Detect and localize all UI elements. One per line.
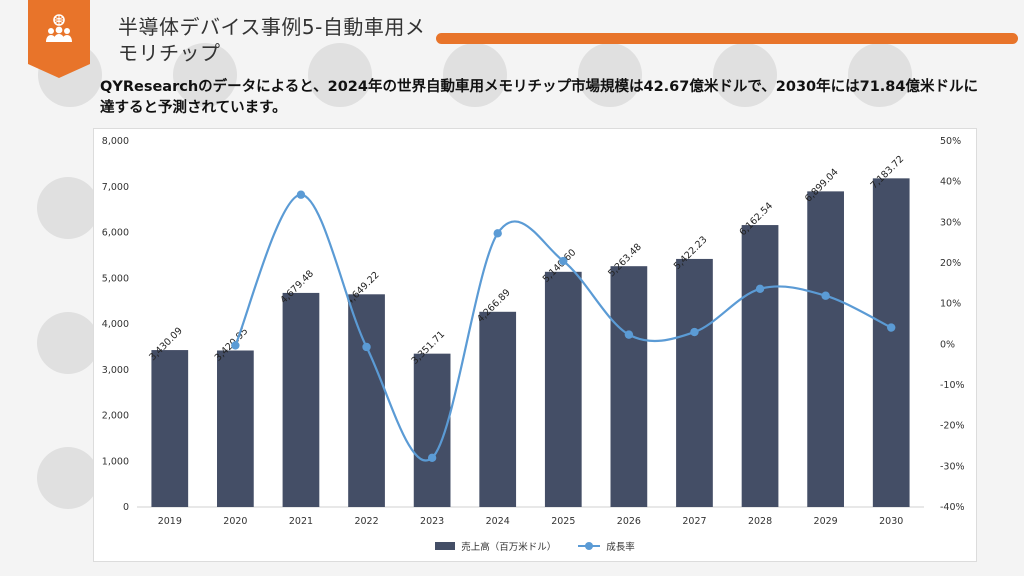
x-tick-label: 2028: [748, 516, 772, 527]
growth-point-2025: [559, 256, 568, 266]
y-left-tick-label: 8,000: [102, 136, 129, 147]
slide-description: QYResearchのデータによると、2024年の世界自動車用メモリチップ市場規…: [100, 79, 978, 116]
legend-label-growth: 成長率: [606, 542, 635, 553]
growth-point-2021: [296, 190, 306, 199]
chart-legend: 売上高（百万米ドル） 成長率: [94, 537, 976, 555]
y-left-tick-label: 5,000: [102, 273, 129, 284]
combo-chart: 0 1,000 2,000 3,000 4,000 5,000 6,000 7,000 8,00…: [102, 136, 965, 527]
growth-point-2029: [821, 291, 830, 300]
growth-point-2027: [690, 327, 699, 337]
y-right-tick-label: 10%: [940, 299, 961, 310]
bar-2025: [544, 271, 582, 507]
y-right-tick-label: -40%: [940, 502, 965, 513]
bar-2029: [807, 191, 844, 507]
x-tick-label: 2019: [158, 516, 182, 527]
y-left-tick-label: 4,000: [102, 319, 129, 330]
y-left-tick-label: 1,000: [102, 456, 129, 467]
growth-point-2022: [362, 342, 371, 352]
y-left-tick-label: 2,000: [102, 411, 129, 422]
people-network-icon: [46, 14, 72, 42]
growth-point-2026: [624, 330, 634, 339]
y-right-tick-label: 40%: [940, 177, 961, 188]
x-tick-label: 2026: [617, 516, 641, 527]
y-right-tick-label: 50%: [940, 136, 961, 147]
x-tick-label: 2030: [879, 516, 903, 527]
x-tick-label: 2020: [223, 516, 247, 527]
y-left-tick-label: 6,000: [102, 228, 129, 239]
bar-2022: [348, 294, 385, 507]
legend-item-growth: 成長率: [578, 539, 635, 553]
bar-2026: [610, 266, 648, 507]
x-tick-label: 2027: [682, 516, 706, 527]
x-tick-label: 2024: [486, 516, 510, 527]
bar-2021: [282, 292, 320, 507]
y-left-tick-label: 0: [123, 502, 129, 513]
legend-swatch-bar: [435, 542, 456, 550]
bar-2019: [151, 350, 189, 507]
slide-title: 半導体デバイス事例5-自動車用メモリチップ: [118, 15, 426, 65]
y-right-tick-label: -30%: [940, 461, 965, 472]
growth-point-2028: [755, 284, 765, 294]
legend-swatch-line: [578, 541, 601, 551]
y-right-tick-label: 20%: [940, 258, 961, 269]
x-tick-label: 2021: [289, 516, 313, 527]
bar-2030: [872, 178, 910, 507]
y-right-tick-label: 0%: [940, 339, 955, 350]
title-accent-bar: [436, 33, 1018, 44]
y-left-tick-label: 7,000: [102, 182, 129, 193]
y-right-tick-label: 30%: [940, 217, 961, 228]
x-tick-label: 2023: [420, 516, 444, 527]
chart-panel: 0 1,000 2,000 3,000 4,000 5,000 6,000 7,000 8,00…: [93, 128, 977, 562]
x-tick-label: 2029: [814, 516, 838, 527]
y-right-tick-label: -10%: [940, 380, 965, 391]
bar-2027: [676, 258, 713, 507]
bar-2028: [741, 225, 779, 508]
y-left-tick-label: 3,000: [102, 365, 129, 376]
growth-point-2023: [427, 453, 437, 463]
growth-point-2030: [887, 323, 896, 332]
y-right-tick-label: -20%: [940, 421, 965, 432]
legend-item-sales: 売上高（百万米ドル）: [435, 539, 556, 553]
x-tick-label: 2022: [354, 516, 378, 527]
growth-point-2020: [231, 341, 240, 350]
legend-label-sales: 売上高（百万米ドル）: [461, 542, 557, 553]
growth-point-2024: [493, 229, 502, 238]
bar-2020: [217, 350, 254, 507]
bar-2024: [479, 311, 517, 507]
x-tick-label: 2025: [551, 516, 575, 527]
